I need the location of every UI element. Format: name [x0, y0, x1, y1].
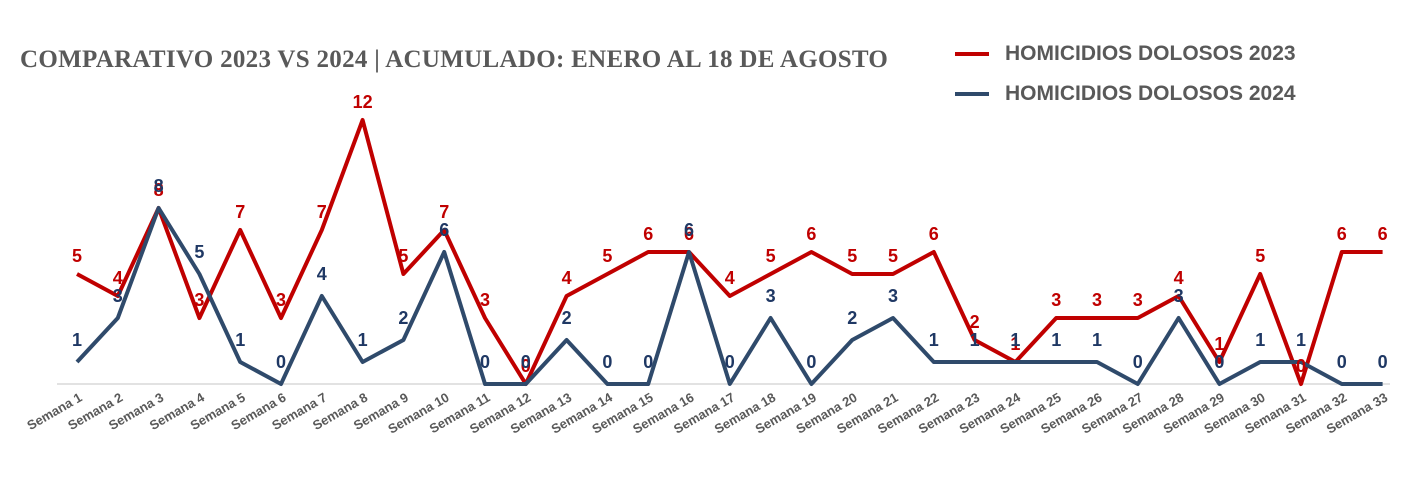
data-label-2023: 5 [888, 246, 898, 266]
data-label-2024: 1 [235, 330, 245, 350]
data-label-2023: 3 [194, 290, 204, 310]
series-line-2023 [76, 118, 1383, 386]
data-label-2024: 1 [358, 330, 368, 350]
data-label-2023: 5 [72, 246, 82, 266]
data-label-2023: 3 [1133, 290, 1143, 310]
data-label-2023: 3 [1051, 290, 1061, 310]
data-label-2024: 3 [113, 286, 123, 306]
data-label-2023: 7 [439, 202, 449, 222]
data-label-2023: 12 [353, 92, 373, 112]
data-label-2023: 5 [602, 246, 612, 266]
data-label-2023: 4 [113, 268, 123, 288]
data-label-2024: 4 [317, 264, 327, 284]
data-label-2023: 6 [929, 224, 939, 244]
legend-item-2023: HOMICIDIOS DOLOSOS 2023 [955, 34, 1296, 74]
data-label-2023: 8 [154, 180, 164, 200]
data-label-2023: 6 [1378, 224, 1388, 244]
data-label-2024: 2 [398, 308, 408, 328]
data-label-2024: 1 [72, 330, 82, 350]
data-label-2023: 1 [1010, 334, 1020, 354]
data-label-2023: 5 [847, 246, 857, 266]
data-label-2023: 3 [1092, 290, 1102, 310]
data-label-2024: 1 [1051, 330, 1061, 350]
data-label-2023: 5 [1255, 246, 1265, 266]
data-label-2024: 0 [643, 352, 653, 372]
data-label-2023: 3 [276, 290, 286, 310]
data-label-2023: 5 [766, 246, 776, 266]
data-label-2024: 3 [766, 286, 776, 306]
data-label-2024: 0 [602, 352, 612, 372]
data-label-2024: 0 [276, 352, 286, 372]
chart-legend: HOMICIDIOS DOLOSOS 2023 HOMICIDIOS DOLOS… [955, 34, 1296, 114]
data-label-2024: 1 [1092, 330, 1102, 350]
data-label-2024: 2 [562, 308, 572, 328]
data-label-2023: 3 [480, 290, 490, 310]
legend-label-2024: HOMICIDIOS DOLOSOS 2024 [1005, 82, 1296, 105]
data-label-2024: 3 [888, 286, 898, 306]
legend-label-2023: HOMICIDIOS DOLOSOS 2023 [1005, 42, 1296, 65]
data-label-2023: 6 [643, 224, 653, 244]
data-label-2023: 0 [1296, 356, 1306, 376]
legend-swatch-2023 [955, 52, 989, 56]
legend-item-2024: HOMICIDIOS DOLOSOS 2024 [955, 74, 1296, 114]
data-label-2023: 6 [806, 224, 816, 244]
data-label-2023: 5 [398, 246, 408, 266]
data-label-2023: 4 [725, 268, 735, 288]
data-label-2024: 0 [1214, 352, 1224, 372]
data-label-2024: 1 [970, 330, 980, 350]
data-label-2023: 1 [1214, 334, 1224, 354]
data-label-2024: 1 [1255, 330, 1265, 350]
data-label-2023: 7 [317, 202, 327, 222]
data-label-2023: 6 [684, 224, 694, 244]
data-label-2023: 7 [235, 202, 245, 222]
data-label-2024: 5 [194, 242, 204, 262]
data-label-2024: 0 [725, 352, 735, 372]
data-label-2023: 4 [1174, 268, 1184, 288]
data-label-2023: 6 [1337, 224, 1347, 244]
data-label-2024: 1 [1010, 330, 1020, 350]
legend-swatch-2024 [955, 92, 989, 96]
data-label-2024: 2 [847, 308, 857, 328]
data-label-2024: 0 [1133, 352, 1143, 372]
data-label-2023: 0 [521, 356, 531, 376]
data-label-2024: 0 [806, 352, 816, 372]
data-label-2024: 0 [1337, 352, 1347, 372]
series-line-2024 [75, 206, 1383, 386]
data-label-2024: 8 [154, 176, 164, 196]
data-label-2024: 0 [1378, 352, 1388, 372]
data-label-2023: 4 [562, 268, 572, 288]
data-label-2024: 3 [1174, 286, 1184, 306]
data-label-2024: 0 [480, 352, 490, 372]
chart-title: COMPARATIVO 2023 VS 2024 | ACUMULADO: EN… [20, 46, 889, 73]
data-label-2024: 0 [521, 352, 531, 372]
data-label-2024: 1 [929, 330, 939, 350]
data-label-2024: 1 [1296, 330, 1306, 350]
data-label-2024: 6 [684, 220, 694, 240]
data-label-2024: 6 [439, 220, 449, 240]
data-label-2023: 2 [970, 312, 980, 332]
